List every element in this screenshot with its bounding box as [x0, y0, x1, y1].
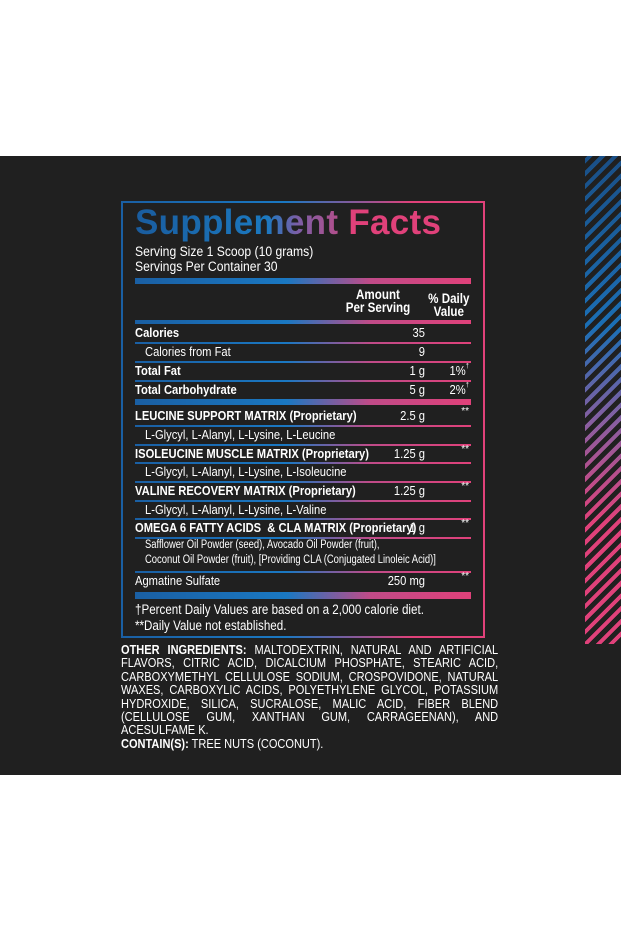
- row-divider: [135, 518, 471, 520]
- row-total-fat-dv: 1%†: [429, 363, 469, 378]
- footnote-daily-values: †Percent Daily Values are based on a 2,0…: [135, 602, 424, 617]
- blend-isoleucine-label: ISOLEUCINE MUSCLE MATRIX (Proprietary): [135, 446, 369, 461]
- other-ingredients-text: MALTODEXTRIN, NATURAL AND ARTIFICIAL FLA…: [121, 643, 499, 738]
- row-total-fat-label: Total Fat: [135, 363, 181, 378]
- dv-value: 2%: [449, 382, 466, 397]
- row-divider: [135, 462, 471, 464]
- blend-valine-dv: **: [461, 481, 469, 492]
- row-divider: [135, 425, 471, 427]
- blend-omega-amount: 1 g: [409, 520, 425, 535]
- row-divider: [135, 481, 471, 483]
- contains-label: CONTAIN(S):: [121, 736, 189, 751]
- blend-name: LEUCINE SUPPORT MATRIX: [135, 408, 287, 423]
- row-total-fat-amount: 1 g: [409, 363, 425, 378]
- title-part1: Supplement: [135, 203, 339, 242]
- row-calories-label: Calories: [135, 325, 180, 340]
- divider-thick: [135, 399, 471, 405]
- row-divider: [135, 571, 471, 573]
- row-total-carb-label: Total Carbohydrate: [135, 382, 237, 397]
- blend-suffix: (Proprietary): [301, 446, 370, 461]
- blend-valine-ingredients: L-Glycyl, L-Alanyl, L-Lysine, L-Valine: [145, 502, 327, 517]
- row-divider: [135, 380, 471, 382]
- dagger-mark: †: [465, 382, 469, 389]
- agmatine-dv: **: [461, 571, 469, 582]
- row-calories-fat-label: Calories from Fat: [145, 344, 231, 359]
- blend-isoleucine-ingredients: L-Glycyl, L-Alanyl, L-Lysine, L-Isoleuci…: [145, 464, 347, 479]
- decorative-stripes: [585, 156, 621, 644]
- supplement-facts-title: Supplement Facts: [135, 203, 441, 243]
- other-ingredients-label: OTHER INGREDIENTS:: [121, 643, 247, 657]
- blend-suffix: (Proprietary): [289, 408, 357, 423]
- blend-valine-label: VALINE RECOVERY MATRIX (Proprietary): [135, 483, 356, 498]
- blend-suffix: (Proprietary): [349, 520, 417, 535]
- header-amount-line1: Amount: [356, 287, 400, 302]
- row-divider: [135, 444, 471, 446]
- other-ingredients: OTHER INGREDIENTS: MALTODEXTRIN, NATURAL…: [121, 643, 499, 751]
- header-dv-line2: Value: [433, 304, 464, 319]
- blend-name: VALINE RECOVERY MATRIX: [135, 483, 286, 498]
- agmatine-amount: 250 mg: [387, 573, 425, 588]
- blend-omega-label: OMEGA 6 FATTY ACIDS & CLA MATRIX (Propri…: [135, 520, 416, 535]
- serving-size: Serving Size 1 Scoop (10 grams): [135, 244, 314, 259]
- row-divider: [135, 537, 471, 539]
- agmatine-label: Agmatine Sulfate: [135, 573, 221, 588]
- title-part2: Facts: [348, 203, 442, 242]
- dagger-mark: †: [465, 363, 469, 370]
- row-total-carb-dv: 2%†: [429, 382, 469, 397]
- contains-text: TREE NUTS (COCONUT).: [191, 736, 324, 751]
- row-divider: [135, 342, 471, 344]
- blend-omega-ingredients-line1: Safflower Oil Powder (seed), Avocado Oil…: [145, 539, 380, 551]
- blend-omega-dv: **: [461, 518, 469, 529]
- row-calories-fat-amount: 9: [418, 344, 425, 359]
- divider-thick: [135, 278, 471, 284]
- divider-thick: [135, 592, 471, 599]
- blend-name: ISOLEUCINE MUSCLE MATRIX: [135, 446, 299, 461]
- supplement-facts-box: Supplement Facts Serving Size 1 Scoop (1…: [121, 201, 485, 638]
- blend-leucine-amount: 2.5 g: [400, 408, 425, 423]
- blend-leucine-dv: **: [461, 406, 469, 417]
- footnote-not-established: **Daily Value not established.: [135, 618, 287, 633]
- header-amount-line2: Per Serving: [345, 300, 411, 315]
- row-divider: [135, 500, 471, 502]
- divider-medium: [135, 320, 471, 324]
- row-total-carb-amount: 5 g: [409, 382, 425, 397]
- blend-leucine-ingredients: L-Glycyl, L-Alanyl, L-Lysine, L-Leucine: [145, 427, 336, 442]
- blend-leucine-label: LEUCINE SUPPORT MATRIX (Proprietary): [135, 408, 357, 423]
- header-dv-line1: % Daily: [428, 291, 470, 306]
- header-amount: Amount Per Serving: [341, 287, 415, 315]
- row-calories-amount: 35: [412, 325, 425, 340]
- blend-isoleucine-dv: **: [461, 444, 469, 455]
- servings-per-container: Servings Per Container 30: [135, 259, 278, 274]
- blend-name: OMEGA 6 FATTY ACIDS & CLA MATRIX: [135, 520, 347, 535]
- blend-omega-ingredients-line2: Coconut Oil Powder (fruit), [Providing C…: [145, 554, 436, 566]
- blend-suffix: (Proprietary): [288, 483, 356, 498]
- header-daily-value: % Daily Value: [423, 291, 475, 319]
- dv-value: 1%: [449, 363, 466, 378]
- blend-isoleucine-amount: 1.25 g: [393, 446, 425, 461]
- blend-valine-amount: 1.25 g: [393, 483, 425, 498]
- row-divider: [135, 361, 471, 363]
